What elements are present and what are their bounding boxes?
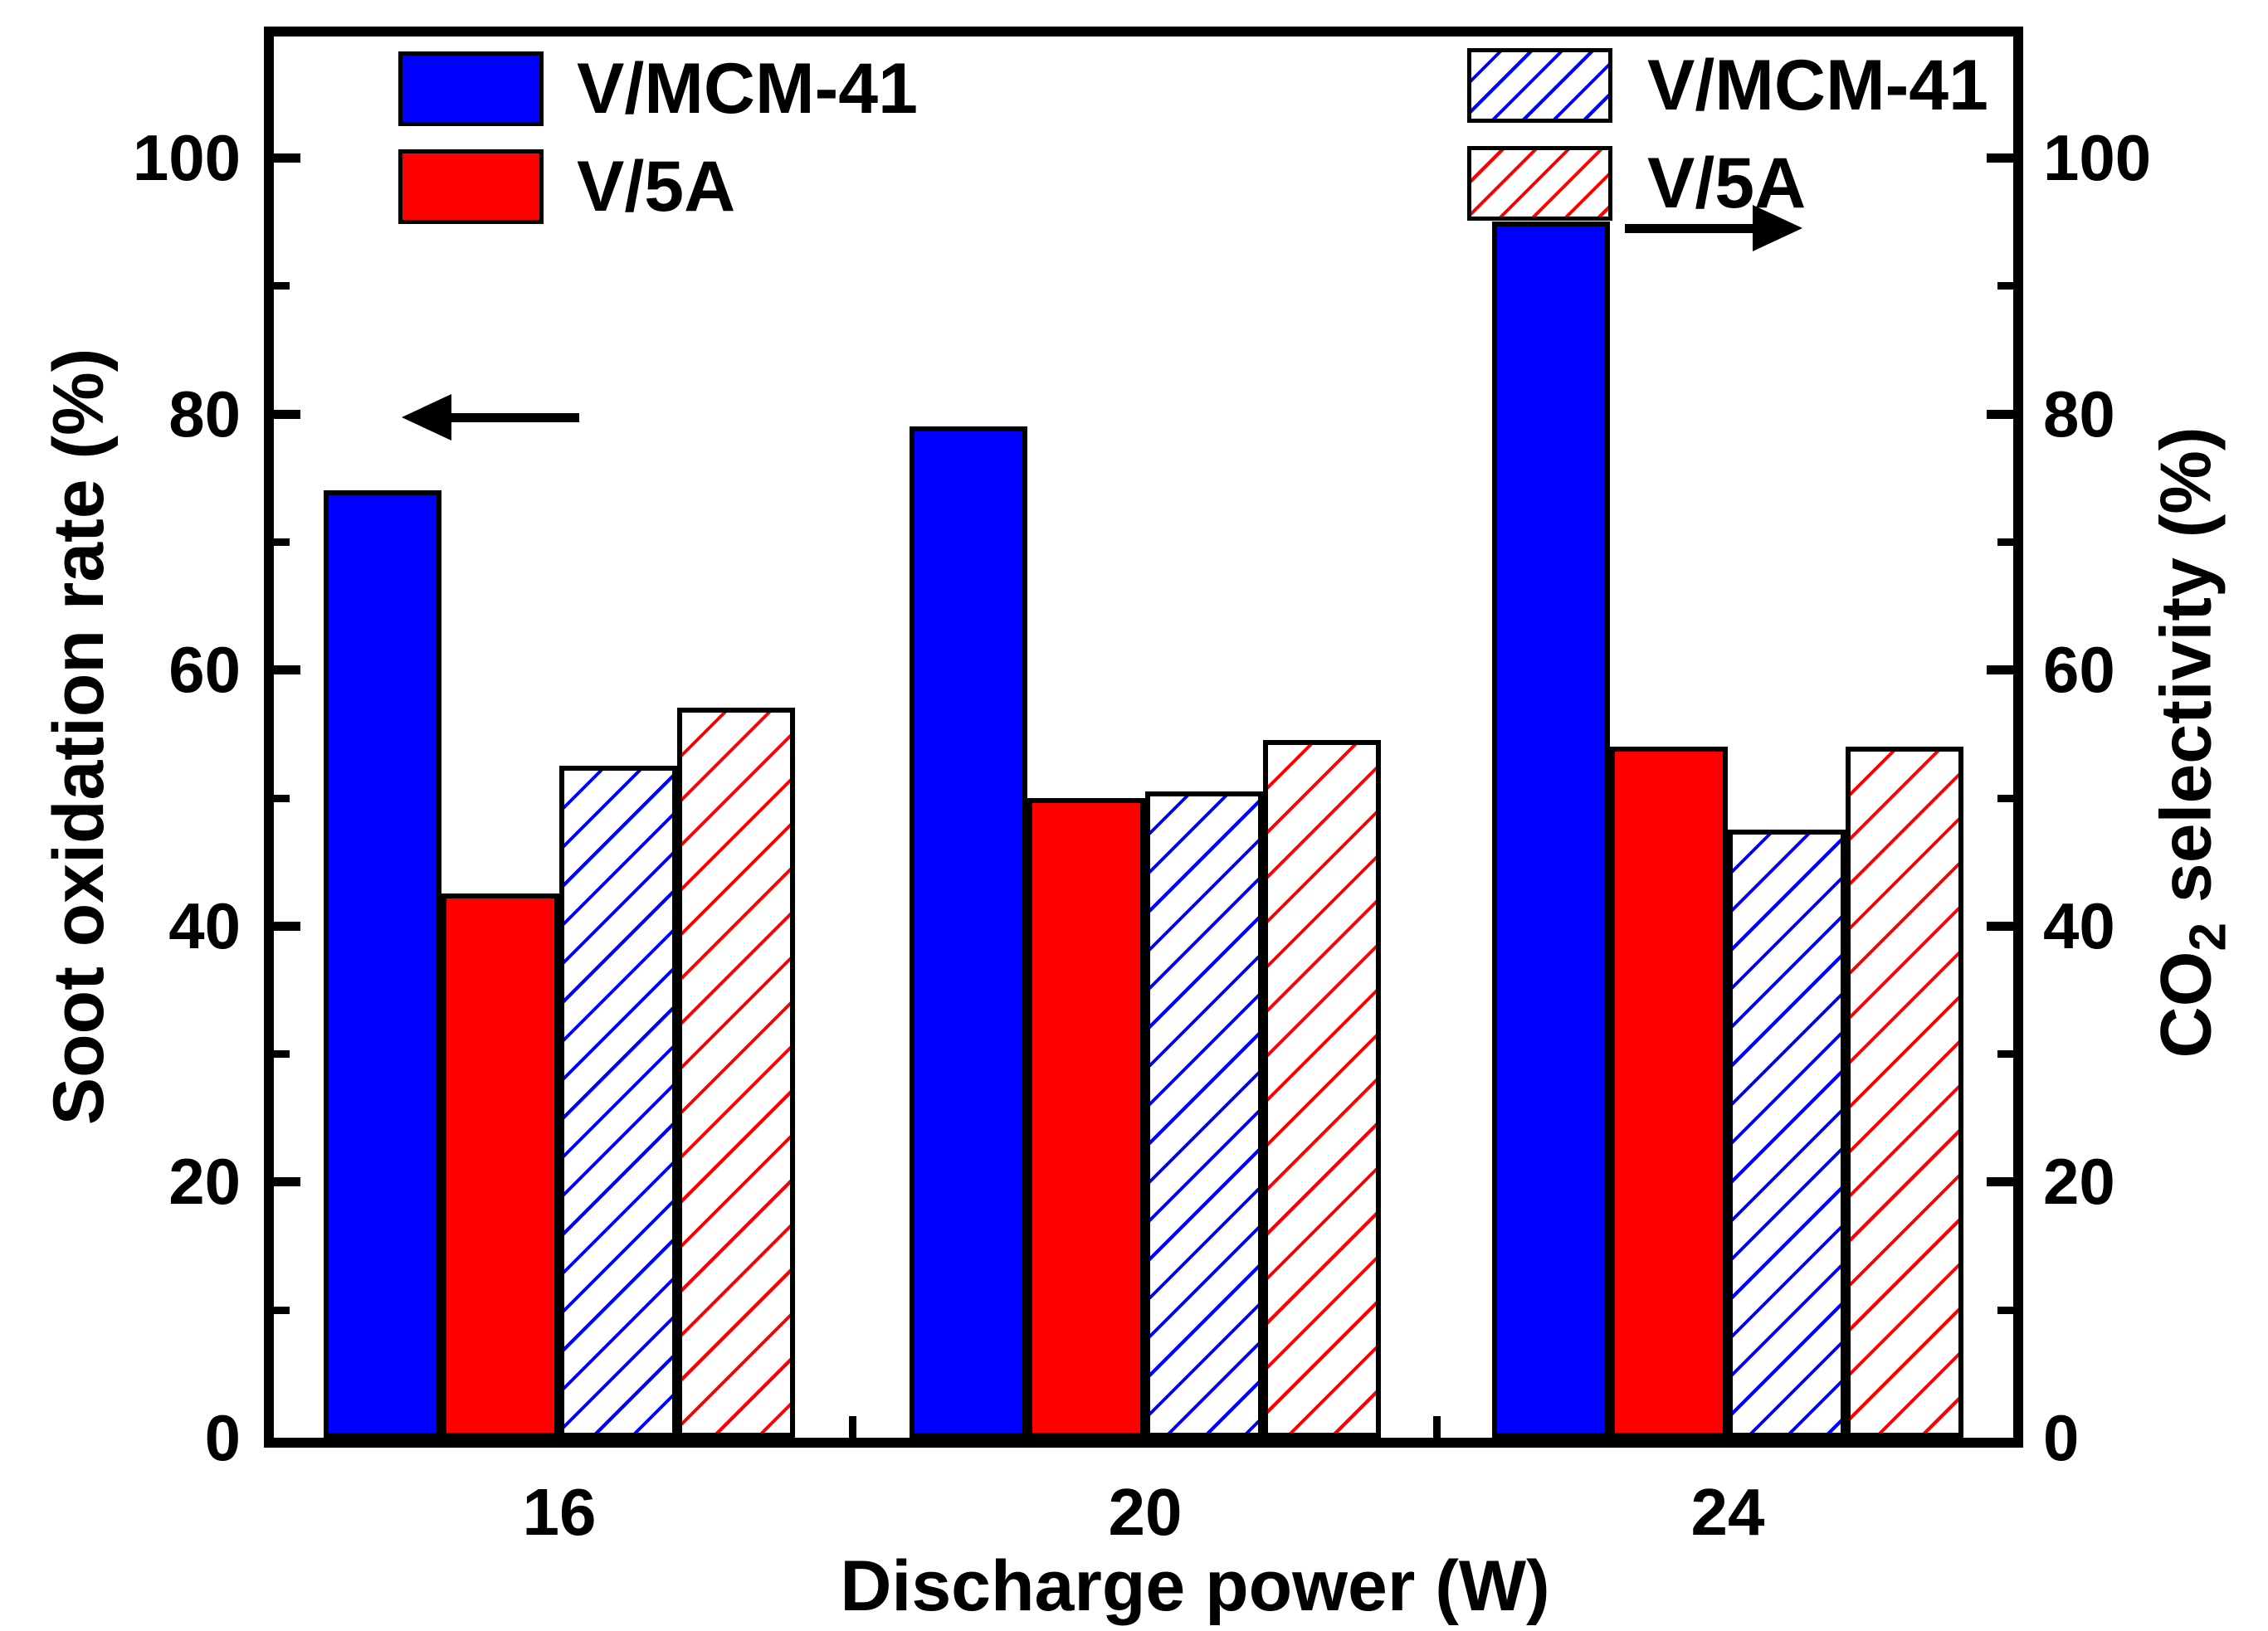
axis-tick bbox=[849, 1416, 856, 1438]
right-axis-title: CO2 selectivity (%) bbox=[2147, 427, 2249, 1059]
right-y-tick-label: 0 bbox=[2043, 1401, 2080, 1474]
axis-tick bbox=[1997, 282, 2013, 290]
right-axis-arrow bbox=[1625, 224, 1756, 233]
right-y-tick-label: 60 bbox=[2043, 633, 2115, 707]
right-y-tick-label: 80 bbox=[2043, 377, 2115, 450]
bar-vmcm41-hatched-24w bbox=[1728, 830, 1846, 1438]
axis-tick bbox=[274, 921, 300, 931]
bar-v5a-hatched-16w bbox=[677, 708, 795, 1438]
legend-label-vmcm41-left: V/MCM-41 bbox=[577, 49, 918, 129]
left-y-tick-label: 100 bbox=[132, 121, 241, 194]
bar-v5a-solid-16w bbox=[441, 893, 559, 1438]
bar-v5a-solid-24w bbox=[1610, 746, 1728, 1438]
axis-tick bbox=[1997, 1050, 2013, 1059]
x-tick-label-20: 20 bbox=[1108, 1475, 1183, 1549]
legend-swatch-hatch-blue bbox=[1467, 48, 1612, 123]
axis-tick bbox=[274, 794, 290, 802]
right-axis-title-main: CO bbox=[2146, 951, 2227, 1059]
legend-swatch-solid-blue bbox=[398, 51, 544, 126]
axis-tick bbox=[1987, 665, 2013, 675]
right-y-tick-label: 100 bbox=[2043, 121, 2152, 194]
bar-vmcm41-solid-20w bbox=[910, 426, 1027, 1438]
x-tick-label-16: 16 bbox=[522, 1475, 597, 1549]
legend-swatch-hatch-red bbox=[1467, 146, 1612, 221]
axis-tick bbox=[274, 1306, 290, 1314]
axis-tick bbox=[274, 1050, 290, 1059]
bar-vmcm41-solid-16w bbox=[324, 490, 441, 1438]
x-tick-label-24: 24 bbox=[1690, 1475, 1765, 1549]
left-y-tick-label: 20 bbox=[168, 1145, 241, 1219]
axis-tick bbox=[1997, 794, 2013, 802]
legend-swatch-solid-red bbox=[398, 149, 544, 224]
axis-tick bbox=[1987, 921, 2013, 931]
axis-tick bbox=[1997, 1306, 2013, 1314]
bar-v5a-hatched-20w bbox=[1263, 740, 1381, 1438]
left-axis-title: Soot oxidation rate (%) bbox=[39, 348, 119, 1126]
bar-v5a-solid-20w bbox=[1027, 797, 1145, 1438]
axis-tick bbox=[1997, 538, 2013, 546]
left-axis-arrow-head-icon bbox=[402, 394, 451, 441]
legend-label-vmcm41-right: V/MCM-41 bbox=[1647, 46, 1988, 125]
legend-label-v5a-left: V/5A bbox=[577, 147, 736, 226]
left-y-tick-label: 80 bbox=[168, 377, 241, 450]
axis-tick bbox=[274, 538, 290, 546]
left-y-tick-label: 0 bbox=[204, 1401, 241, 1474]
plot-frame bbox=[264, 27, 2023, 1448]
bar-vmcm41-hatched-16w bbox=[559, 765, 677, 1438]
axis-tick bbox=[274, 1177, 300, 1187]
axis-tick bbox=[1987, 1177, 2013, 1187]
axis-tick bbox=[1987, 153, 2013, 163]
axis-tick bbox=[274, 665, 300, 675]
axis-tick bbox=[274, 409, 300, 419]
right-y-tick-label: 40 bbox=[2043, 889, 2115, 962]
x-axis-title: Discharge power (W) bbox=[840, 1546, 1550, 1626]
left-y-tick-label: 40 bbox=[168, 889, 241, 962]
plot-area bbox=[274, 37, 2013, 1438]
axis-tick bbox=[274, 282, 290, 290]
bar-vmcm41-hatched-20w bbox=[1145, 791, 1263, 1438]
bar-v5a-hatched-24w bbox=[1846, 746, 1963, 1438]
right-axis-arrow-head-icon bbox=[1753, 205, 1802, 251]
left-axis-arrow bbox=[448, 413, 579, 422]
left-y-tick-label: 60 bbox=[168, 633, 241, 707]
axis-tick bbox=[274, 153, 300, 163]
axis-tick bbox=[1433, 1416, 1441, 1438]
right-y-tick-label: 20 bbox=[2043, 1145, 2115, 1219]
bar-vmcm41-solid-24w bbox=[1492, 222, 1610, 1438]
axis-tick bbox=[1987, 409, 2013, 419]
